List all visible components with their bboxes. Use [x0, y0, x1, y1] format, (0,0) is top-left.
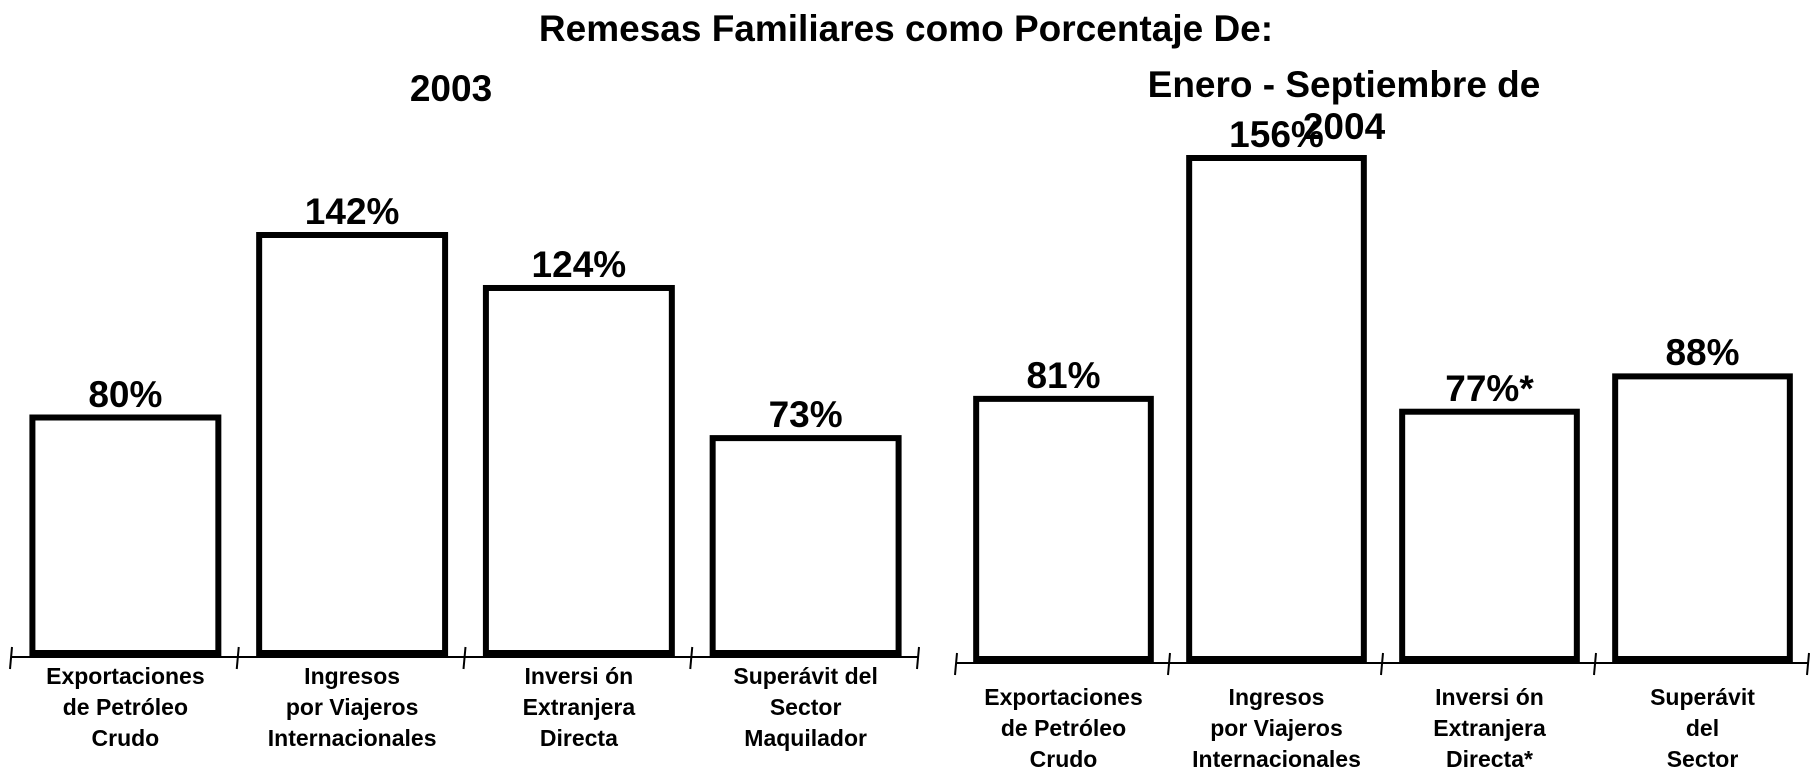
- category-separator: [689, 646, 694, 670]
- category-separator: [1806, 652, 1810, 676]
- page-title: Remesas Familiares como Porcentaje De:: [538, 8, 1274, 49]
- category-separator: [954, 652, 958, 676]
- category-separator: [1593, 652, 1597, 676]
- bar: [482, 284, 675, 656]
- bar: [1186, 155, 1367, 662]
- value-label: 81%: [1026, 354, 1101, 396]
- value-label: 88%: [1665, 332, 1740, 374]
- x-tick-label: Ingresos por Viajeros Internacionales: [267, 663, 437, 751]
- x-tick-label: Ingresos por Viajeros Internacionales: [1192, 684, 1361, 769]
- x-tick-label: Superávit del Sector Maquilador: [1650, 684, 1755, 769]
- value-label: 156%: [1229, 114, 1324, 155]
- x-tick-label: Superávit del Sector Maquilador: [733, 663, 878, 751]
- x-tick-label: Exportaciones de Petróleo Crudo: [984, 684, 1143, 769]
- chart-title: Enero - Septiembre de 2004: [1147, 64, 1541, 147]
- bar: [1612, 373, 1793, 662]
- bar: [973, 395, 1154, 662]
- category-separator: [235, 646, 240, 670]
- category-separator: [1380, 652, 1384, 676]
- value-label: 142%: [304, 191, 400, 232]
- x-tick-label: Inversi ón Extranjera Directa: [522, 663, 636, 751]
- value-label: 124%: [531, 243, 627, 285]
- bar: [1399, 408, 1580, 663]
- x-tick-label: Inversi ón Extranjera Directa*: [1433, 684, 1546, 769]
- value-label: 77%*: [1445, 367, 1534, 409]
- value-label: 80%: [88, 373, 163, 415]
- bar: [29, 414, 222, 656]
- category-separator: [9, 646, 13, 670]
- chart-title: 2003: [409, 68, 493, 109]
- x-tick-label: Exportaciones de Petróleo Crudo: [46, 663, 205, 751]
- category-separator: [1167, 652, 1171, 676]
- value-label: 73%: [768, 394, 843, 436]
- bar: [709, 435, 902, 656]
- bar: [256, 232, 449, 656]
- category-separator: [916, 646, 920, 670]
- category-separator: [462, 646, 467, 670]
